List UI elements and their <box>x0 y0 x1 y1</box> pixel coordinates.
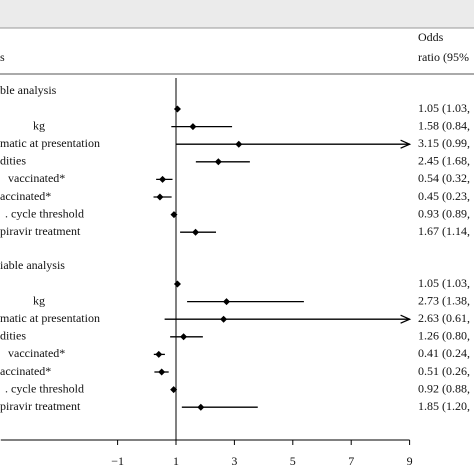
x-tick-label: 5 <box>290 454 296 468</box>
ci-arrow <box>400 314 412 324</box>
x-tick-label: 3 <box>231 454 237 468</box>
value-label: 0.93 (0.89, <box>418 206 470 220</box>
plot-area <box>153 108 410 408</box>
x-tick-label: 9 <box>407 454 413 468</box>
row-label: piravir treatment <box>0 224 81 238</box>
value-label: 1.85 (1.20, <box>418 399 470 413</box>
estimate-marker <box>155 350 163 358</box>
estimate-marker <box>170 211 178 219</box>
header-right: ratio (95% <box>418 50 469 64</box>
row-label: matic at presentation <box>0 136 100 150</box>
row-label: dities <box>0 329 26 343</box>
value-label: 3.15 (0.99, <box>418 136 470 150</box>
estimate-marker <box>197 403 205 411</box>
value-label: 1.05 (1.03, <box>418 101 470 115</box>
value-label: 0.92 (0.88, <box>418 381 470 395</box>
row-label: dities <box>0 154 26 168</box>
estimate-marker <box>189 123 197 131</box>
section-title: iable analysis <box>0 258 65 272</box>
estimate-marker <box>156 193 164 201</box>
estimate-marker <box>214 158 222 166</box>
estimate-marker <box>223 298 231 306</box>
value-label: 0.41 (0.24, <box>418 346 470 360</box>
estimate-marker <box>158 368 166 376</box>
estimate-marker <box>180 333 188 341</box>
row-label: kg <box>33 118 45 132</box>
x-tick-label: 7 <box>348 454 354 468</box>
estimate-marker <box>220 315 228 323</box>
estimate-marker <box>170 386 178 394</box>
value-label: 0.54 (0.32, <box>418 171 470 185</box>
row-label: vaccinated* <box>8 171 65 185</box>
value-label: 1.67 (1.14, <box>418 224 470 238</box>
x-tick-label: −1 <box>111 454 124 468</box>
value-label: 2.73 (1.38, <box>418 293 470 307</box>
value-label: 1.05 (1.03, <box>418 276 470 290</box>
value-label: 0.51 (0.26, <box>418 364 470 378</box>
ci-arrow <box>400 139 412 149</box>
value-label: 2.63 (0.61, <box>418 311 470 325</box>
value-label: 1.26 (0.80, <box>418 329 470 343</box>
row-label: . cycle threshold <box>5 381 84 395</box>
section-title: ble analysis <box>0 83 57 97</box>
x-tick-label: 1 <box>173 454 179 468</box>
value-label: 1.58 (0.84, <box>418 118 470 132</box>
value-label: 2.45 (1.68, <box>418 154 470 168</box>
row-label: accinated* <box>0 189 51 203</box>
row-label: kg <box>33 293 45 307</box>
estimate-marker <box>235 140 243 148</box>
header-left: s <box>0 50 5 64</box>
estimate-marker <box>173 280 181 288</box>
estimate-marker <box>173 105 181 113</box>
row-label: piravir treatment <box>0 399 81 413</box>
row-label: vaccinated* <box>8 346 65 360</box>
value-label: 0.45 (0.23, <box>418 189 470 203</box>
row-label: accinated* <box>0 364 51 378</box>
estimate-marker <box>192 228 200 236</box>
row-label: matic at presentation <box>0 311 100 325</box>
row-label: . cycle threshold <box>5 206 84 220</box>
header-band <box>0 0 474 28</box>
header-right: Odds <box>418 30 444 44</box>
estimate-marker <box>159 175 167 183</box>
